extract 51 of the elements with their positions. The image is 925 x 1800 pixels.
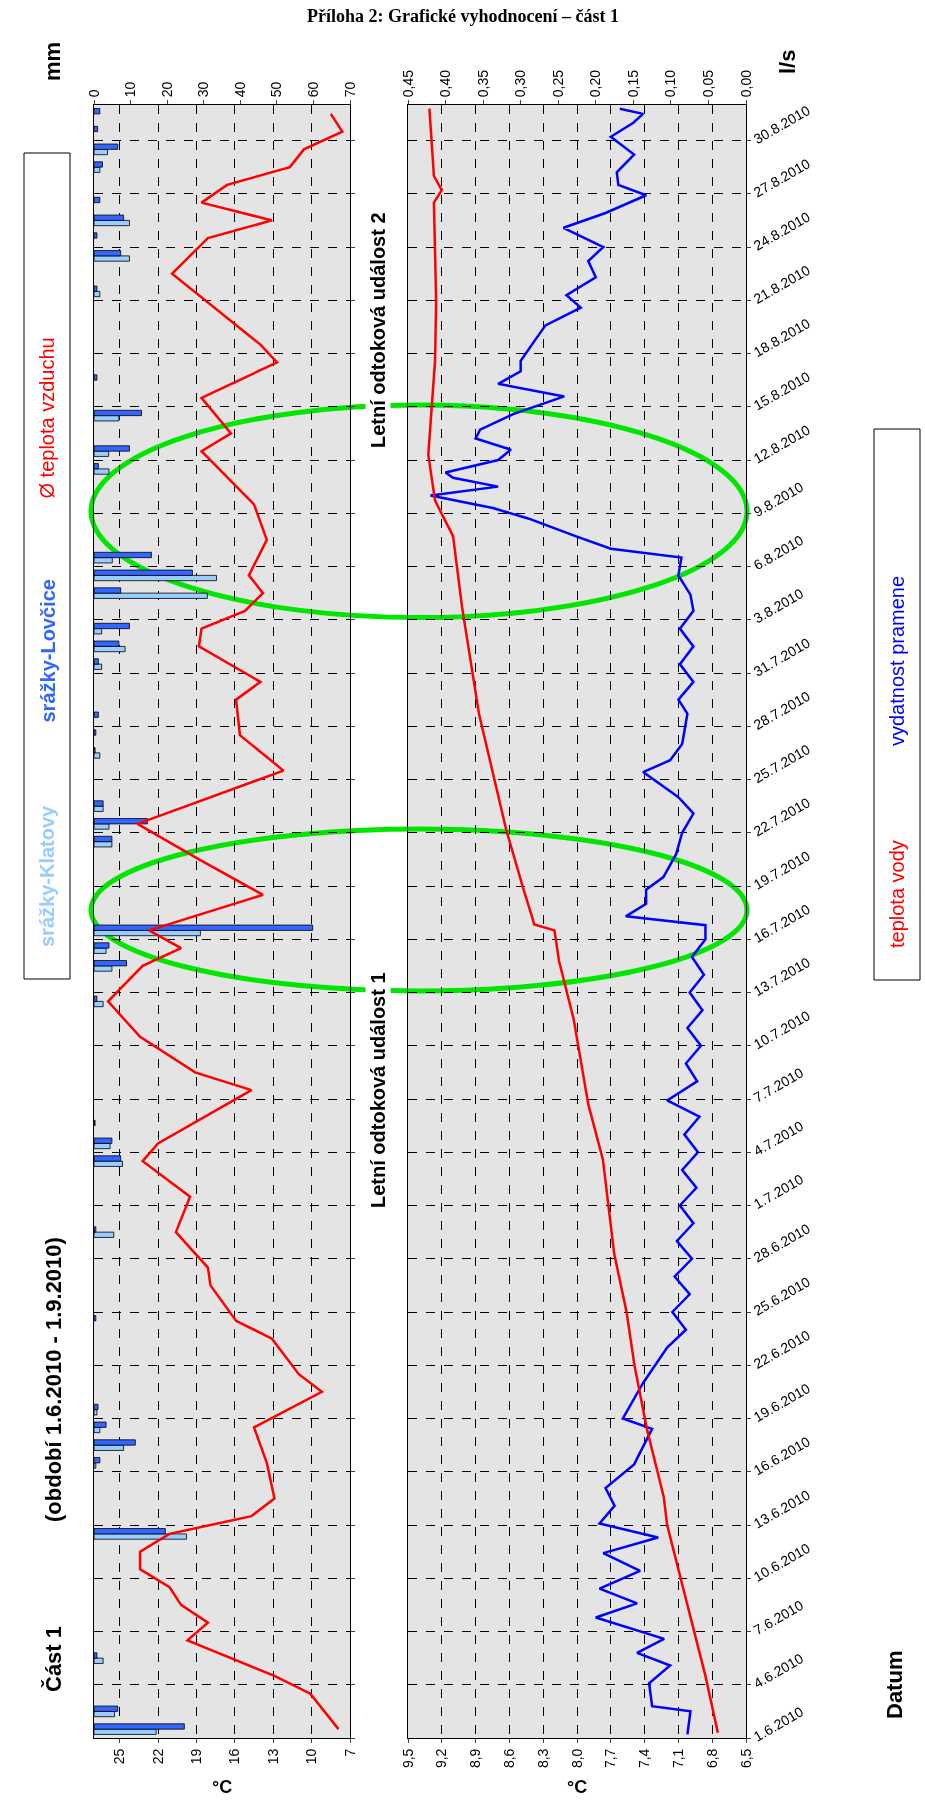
text: Letní odtoková událost 1: [367, 972, 389, 1208]
y-axis-title: Datum: [882, 1650, 907, 1719]
x2-tick-label: 0,00: [737, 69, 754, 98]
x2-tick-label: 0,30: [512, 69, 529, 98]
x-tick-label: 6,5: [737, 1748, 754, 1769]
x2-tick-label: 0,10: [662, 69, 679, 98]
x2-tick-label: 30: [195, 81, 212, 98]
x2-tick-label: 0,20: [587, 69, 604, 98]
x-tick-label: 6,8: [703, 1748, 720, 1769]
x-tick-label: 9,2: [433, 1748, 450, 1769]
x2-axis-title: l/s: [775, 49, 800, 74]
text: Část 1: [41, 1625, 66, 1692]
x2-tick-label: 10: [122, 81, 139, 98]
text: (období 1.6.2010 - 1.9.2010): [41, 1237, 66, 1522]
x2-tick-label: 40: [231, 81, 248, 98]
x-tick-label: 22: [149, 1748, 166, 1765]
text: Letní odtoková událost 2: [367, 212, 389, 448]
x2-tick-label: 50: [268, 81, 285, 98]
text: srážky-Klatovy: [36, 804, 58, 947]
x-tick-label: 7,4: [636, 1748, 653, 1769]
x2-tick-label: 0,40: [437, 69, 454, 98]
x-tick-label: 25: [111, 1748, 128, 1765]
x-tick-label: 10: [303, 1748, 320, 1765]
x2-tick-label: 0,15: [624, 69, 641, 98]
x2-tick-label: 0,25: [549, 69, 566, 98]
x-tick-label: 19: [187, 1748, 204, 1765]
x-tick-label: 7,7: [602, 1748, 619, 1769]
x-axis-title: °C: [212, 1777, 233, 1797]
text: vydatnost pramene: [886, 575, 908, 746]
x-tick-label: 8,9: [467, 1748, 484, 1769]
x2-tick-label: 0,35: [474, 69, 491, 98]
x2-tick-label: 0,45: [399, 69, 416, 98]
text: teplota vody: [886, 840, 908, 948]
x2-tick-label: 20: [158, 81, 175, 98]
x2-tick-label: 0: [85, 89, 102, 98]
x-axis-title: °C: [567, 1777, 588, 1797]
x-tick-label: 9,5: [399, 1748, 416, 1769]
text: Příloha 2: Grafické vyhodnocení – část 1: [307, 6, 619, 26]
x2-axis-title: mm: [40, 41, 65, 81]
x-tick-label: 8,6: [500, 1748, 517, 1769]
x-tick-label: 7: [341, 1748, 358, 1757]
x2-tick-label: 70: [341, 81, 358, 98]
x-tick-label: 16: [226, 1748, 243, 1765]
x2-tick-label: 60: [304, 81, 321, 98]
text: Ø teplota vzduchu: [35, 337, 58, 499]
x2-tick-label: 0,05: [699, 69, 716, 98]
x-tick-label: 13: [264, 1748, 281, 1765]
x-tick-label: 7,1: [669, 1748, 686, 1769]
text: srážky-Lovčice: [36, 579, 59, 723]
x-tick-label: 8,3: [534, 1748, 551, 1769]
x-tick-label: 8,0: [568, 1748, 585, 1769]
